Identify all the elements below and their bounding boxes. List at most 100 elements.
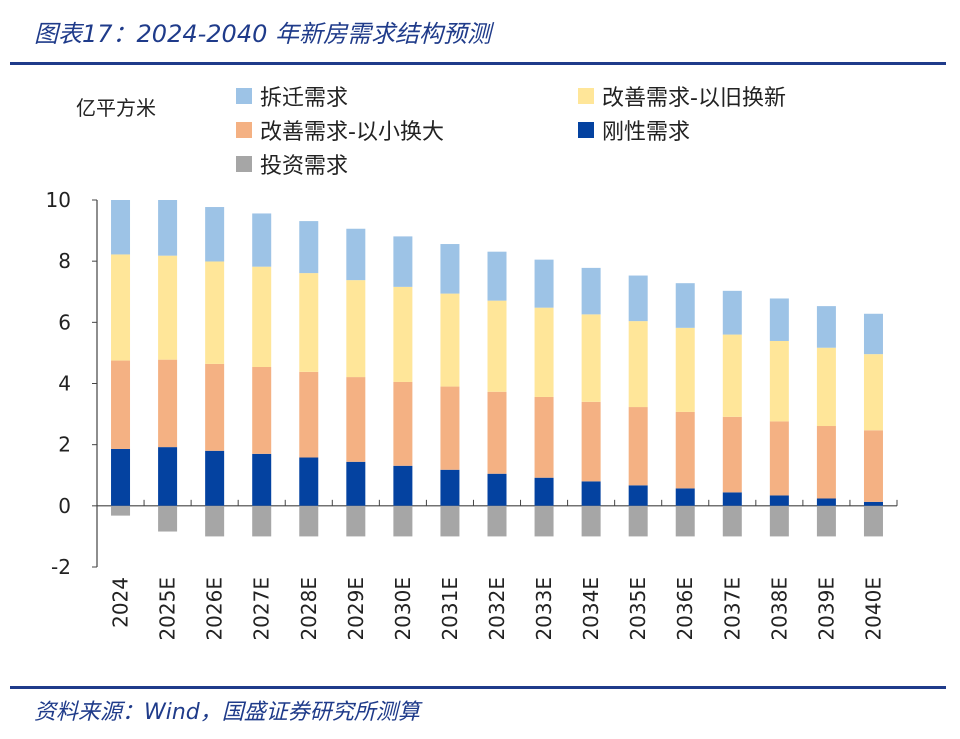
bar-segment-2 — [440, 293, 460, 387]
bar-segment-3 — [487, 251, 507, 301]
bar-segment-3 — [252, 213, 272, 267]
bar-segment-0 — [299, 457, 319, 506]
y-tick-label: 2 — [58, 433, 71, 457]
bar-segment-0 — [581, 481, 601, 506]
x-tick-label: 2038E — [767, 577, 791, 641]
legend-item-upgrade-small-big: 改善需求-以小换大 — [236, 114, 444, 146]
bar-segment-1 — [487, 391, 507, 474]
x-tick-label: 2026E — [203, 577, 227, 641]
y-tick-label: 8 — [58, 249, 71, 273]
bar-segment-3 — [111, 200, 131, 255]
bar-segment-0 — [346, 461, 366, 506]
bar-segment-2 — [628, 321, 648, 408]
bar-segment-3 — [722, 290, 742, 335]
legend-swatch — [236, 88, 252, 104]
x-tick-label: 2040E — [861, 577, 885, 641]
bar-segment-4 — [863, 505, 883, 537]
chart-title: 图表17：2024-2040 年新房需求结构预测 — [34, 20, 491, 48]
bar-segment-1 — [346, 377, 366, 462]
bar-segment-1 — [769, 421, 789, 496]
bar-segment-3 — [769, 298, 789, 341]
x-tick-label: 2033E — [532, 577, 556, 641]
bar-segment-1 — [158, 359, 178, 448]
bar-segment-2 — [393, 286, 413, 382]
bar-segment-4 — [393, 505, 413, 537]
bar-segment-4 — [440, 505, 460, 537]
bar-segment-2 — [205, 261, 225, 364]
bar-segment-0 — [628, 485, 648, 506]
bar-segment-3 — [628, 275, 648, 322]
bar-segment-4 — [675, 505, 695, 537]
bar-segment-4 — [158, 505, 178, 532]
y-tick-label: 4 — [58, 372, 71, 396]
bar-segment-1 — [816, 426, 836, 499]
bar-segment-0 — [769, 495, 789, 506]
bar-segment-0 — [205, 450, 225, 506]
bar-segment-1 — [628, 407, 648, 486]
bar-segment-2 — [534, 307, 554, 397]
legend-label: 投资需求 — [260, 154, 349, 179]
legend-label: 改善需求-以小换大 — [260, 120, 444, 145]
bar-segment-0 — [863, 501, 883, 506]
bar-segment-4 — [299, 505, 319, 537]
bar-segment-0 — [534, 477, 554, 506]
legend-label: 改善需求-以旧换新 — [602, 86, 786, 111]
bar-segment-3 — [675, 283, 695, 328]
bar-segment-3 — [393, 236, 413, 287]
legend-swatch — [578, 122, 594, 138]
x-tick-label: 2029E — [344, 577, 368, 641]
bar-segment-4 — [111, 505, 131, 516]
bar-segment-0 — [158, 447, 178, 506]
x-tick-label: 2032E — [485, 577, 509, 641]
bar-segment-2 — [675, 327, 695, 412]
bar-segment-2 — [299, 273, 319, 372]
bar-segment-0 — [816, 498, 836, 506]
x-tick-label: 2025E — [156, 577, 180, 641]
bar-segment-0 — [487, 473, 507, 506]
legend-swatch — [578, 88, 594, 104]
x-tick-label: 2037E — [720, 577, 744, 641]
legend-item-upgrade-old-new: 改善需求-以旧换新 — [578, 80, 786, 112]
x-tick-label: 2031E — [438, 577, 462, 641]
x-tick-label: 2034E — [579, 577, 603, 641]
legend-swatch — [236, 156, 252, 172]
legend-swatch — [236, 122, 252, 138]
legend-label: 拆迁需求 — [260, 86, 349, 111]
bar-segment-0 — [393, 465, 413, 506]
bar-segment-4 — [722, 505, 742, 537]
bar-segment-1 — [534, 396, 554, 478]
bar-segment-1 — [440, 386, 460, 470]
bar-segment-3 — [346, 228, 366, 281]
bar-segment-2 — [111, 254, 131, 361]
bar-segment-2 — [487, 300, 507, 392]
bar-segment-4 — [628, 505, 648, 537]
bar-segment-4 — [581, 505, 601, 537]
bar-segment-1 — [675, 411, 695, 489]
bar-segment-3 — [816, 306, 836, 348]
x-tick-label: 2027E — [250, 577, 274, 641]
bar-segment-2 — [816, 347, 836, 427]
bar-segment-3 — [534, 259, 554, 308]
y-axis-unit: 亿平方米 — [76, 96, 156, 120]
x-tick-label: 2028E — [297, 577, 321, 641]
legend-item-demolition: 拆迁需求 — [236, 80, 348, 112]
legend-item-investment: 投资需求 — [236, 148, 348, 180]
bar-segment-2 — [769, 340, 789, 422]
bar-segment-2 — [863, 354, 883, 431]
bar-segment-1 — [252, 366, 272, 454]
bar-segment-3 — [299, 221, 319, 274]
bar-segment-1 — [299, 371, 319, 458]
footer-rule — [10, 686, 946, 689]
bar-segment-1 — [581, 401, 601, 482]
bar-segment-2 — [722, 334, 742, 417]
bar-segment-3 — [205, 207, 225, 262]
x-tick-label: 2039E — [814, 577, 838, 641]
legend-item-rigid: 刚性需求 — [578, 114, 690, 146]
bar-segment-4 — [487, 505, 507, 537]
source-note: 资料来源：Wind，国盛证券研究所测算 — [34, 700, 420, 725]
y-tick-label: 0 — [58, 494, 71, 518]
bar-segment-4 — [252, 505, 272, 537]
bar-segment-4 — [205, 505, 225, 537]
